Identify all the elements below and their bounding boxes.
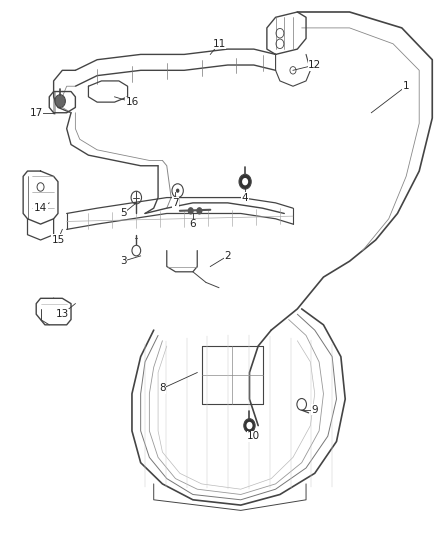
Circle shape [187, 207, 194, 215]
Text: 14: 14 [34, 203, 47, 213]
Text: 16: 16 [125, 97, 138, 107]
Text: 6: 6 [190, 219, 196, 229]
Text: 11: 11 [212, 39, 226, 49]
Text: 8: 8 [159, 383, 166, 393]
Text: 1: 1 [403, 81, 410, 91]
Text: 4: 4 [242, 192, 248, 203]
Text: 3: 3 [120, 256, 127, 266]
Circle shape [239, 174, 251, 189]
Text: 2: 2 [224, 251, 231, 261]
Text: 17: 17 [30, 108, 43, 118]
Text: 13: 13 [56, 309, 69, 319]
Circle shape [56, 96, 64, 107]
Text: 7: 7 [172, 198, 179, 208]
Circle shape [196, 207, 202, 215]
Circle shape [244, 419, 255, 432]
Circle shape [176, 189, 180, 193]
Text: 5: 5 [120, 208, 127, 219]
Text: 10: 10 [247, 431, 260, 441]
Circle shape [242, 178, 248, 185]
Text: 15: 15 [51, 235, 64, 245]
Circle shape [247, 422, 253, 429]
Text: 12: 12 [308, 60, 321, 70]
Text: 9: 9 [311, 405, 318, 415]
